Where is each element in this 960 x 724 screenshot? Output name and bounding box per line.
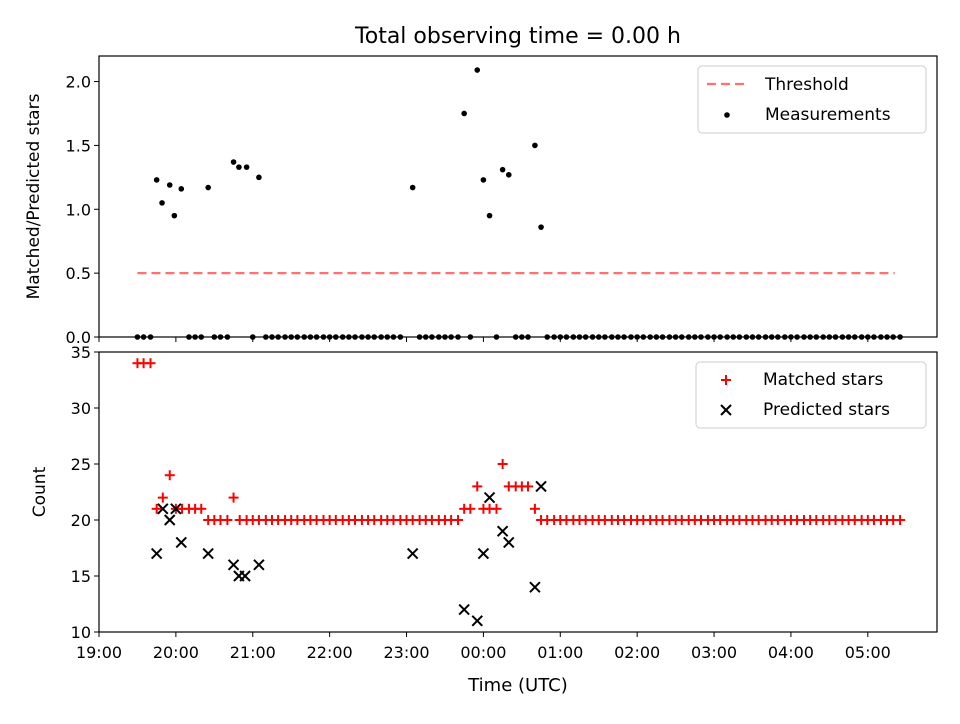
matched-star-point — [196, 503, 207, 514]
predicted-star-point — [170, 503, 182, 515]
matched-star-point — [164, 470, 175, 481]
measurement-point — [166, 182, 173, 188]
measurement-point — [236, 164, 242, 170]
matched-star-point — [157, 492, 168, 503]
legend-predicted-label: Predicted stars — [763, 400, 890, 420]
x-tick-label: 01:00 — [537, 643, 583, 662]
legend-predicted-swatch — [720, 404, 732, 416]
top-panel: Matched/Predicted stars 0.0 0.5 1.0 1.5 2.0 Th… — [24, 55, 938, 347]
top-y-axis-label: Matched/Predicted stars — [24, 93, 44, 299]
matched-star-point — [522, 481, 533, 492]
predicted-star-point — [471, 615, 483, 627]
matched-star-point — [497, 459, 508, 469]
predicted-star-point — [503, 536, 515, 549]
top-legend: Threshold Measurements — [697, 65, 927, 134]
top-y-tick-label: 0.5 — [66, 264, 91, 283]
measurement-point — [159, 200, 165, 206]
predicted-star-point — [458, 603, 470, 616]
top-axes-frame — [98, 55, 938, 338]
predicted-star-point — [529, 581, 541, 593]
x-tick-label: 04:00 — [768, 643, 814, 662]
predicted-star-point — [477, 547, 490, 560]
predicted-star-point — [150, 547, 163, 560]
x-tick-label: 22:00 — [307, 643, 353, 662]
measurement-point — [205, 184, 211, 191]
legend-threshold-label: Threshold — [764, 75, 849, 95]
bottom-legend-box — [695, 361, 927, 429]
top-legend-box — [697, 65, 927, 134]
measurement-point — [409, 184, 416, 191]
x-tick-label: 21:00 — [230, 643, 276, 662]
measurement-point — [499, 166, 506, 173]
matched-star-point — [529, 503, 540, 514]
bottom-axes-frame — [98, 351, 938, 633]
measurement-point — [505, 171, 512, 178]
matched-star-point — [228, 492, 239, 503]
x-axis-label: Time (UTC) — [467, 675, 568, 696]
x-tick-label: 02:00 — [614, 643, 660, 662]
matched-star-point — [472, 481, 483, 492]
top-y-tick-label: 1.5 — [66, 136, 91, 155]
measurement-point — [474, 67, 481, 73]
bottom-y-tick-label: 20 — [71, 511, 91, 530]
top-y-tick-label: 0.0 — [66, 328, 91, 347]
x-tick-label: 23:00 — [383, 643, 429, 662]
bottom-y-tick-label: 15 — [71, 567, 91, 586]
x-tick-label: 05:00 — [845, 643, 891, 662]
top-y-tick-label: 1.0 — [66, 200, 91, 219]
matched-star-point — [895, 515, 906, 525]
measurement-point — [480, 177, 487, 183]
measurement-point — [243, 164, 250, 170]
matched-star-point — [151, 503, 162, 514]
predicted-star-point — [496, 525, 509, 537]
measurement-point — [486, 212, 493, 219]
bottom-y-tick-label: 10 — [71, 623, 91, 642]
bottom-y-tick-label: 25 — [71, 455, 91, 474]
bottom-y-tick-label: 30 — [71, 399, 91, 418]
matched-star-point — [465, 503, 476, 514]
measurement-point — [538, 224, 544, 230]
legend-matched-label: Matched stars — [763, 370, 883, 390]
bottom-y-tick-label: 35 — [71, 343, 91, 362]
predicted-star-point — [164, 514, 176, 526]
predicted-star-point — [202, 547, 214, 560]
bottom-y-axis-label: Count — [30, 466, 50, 517]
predicted-star-point — [483, 491, 496, 504]
predicted-star-point — [175, 536, 187, 549]
matched-star-point — [222, 515, 233, 525]
measurement-point — [230, 159, 237, 165]
matched-star-point — [491, 503, 502, 514]
measurement-point — [178, 186, 185, 192]
bottom-panel: Count 10 15 20 25 30 35 19:00 20:00 21:00 22:00 23:… — [30, 343, 938, 662]
measurement-point — [153, 177, 160, 183]
predicted-star-point — [227, 559, 240, 571]
predicted-star-point — [406, 547, 419, 560]
measurement-point — [532, 142, 538, 149]
top-y-tick-label: 2.0 — [66, 73, 91, 92]
legend-measurements-swatch — [724, 112, 730, 118]
x-tick-label: 20:00 — [153, 643, 199, 662]
predicted-star-point — [239, 570, 251, 582]
bottom-legend: Matched stars Predicted stars — [695, 361, 927, 429]
predicted-star-point — [535, 480, 547, 493]
matched-star-point — [145, 358, 156, 369]
predicted-star-point — [157, 503, 169, 515]
predicted-star-point — [253, 559, 265, 571]
x-tick-label: 03:00 — [691, 643, 737, 662]
measurement-point — [171, 212, 178, 219]
measurement-point — [256, 174, 262, 181]
x-tick-label: 00:00 — [460, 643, 506, 662]
matched-star-point — [453, 515, 464, 525]
legend-measurements-label: Measurements — [765, 105, 891, 125]
x-tick-label: 19:00 — [76, 643, 122, 662]
chart-title: Total observing time = 0.00 h — [354, 24, 681, 49]
measurement-point — [461, 110, 467, 117]
